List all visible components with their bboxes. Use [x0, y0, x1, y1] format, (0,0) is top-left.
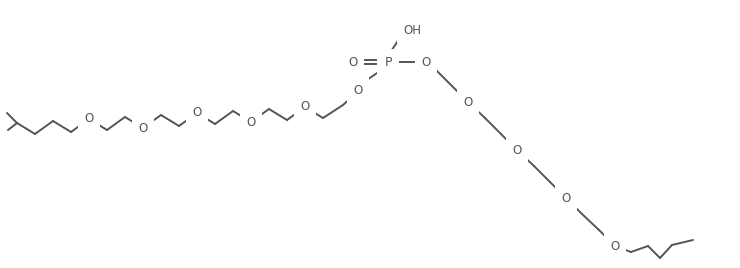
Text: O: O [562, 192, 571, 204]
Text: O: O [84, 113, 94, 125]
Text: O: O [192, 106, 201, 120]
Text: O: O [512, 143, 522, 157]
Text: OH: OH [403, 24, 421, 36]
Text: O: O [354, 84, 363, 96]
Text: O: O [349, 55, 358, 69]
Text: O: O [421, 55, 430, 69]
Text: O: O [610, 240, 619, 252]
Text: O: O [463, 95, 473, 109]
Text: O: O [246, 116, 255, 128]
Text: P: P [384, 55, 391, 69]
Text: O: O [138, 121, 147, 135]
Text: O: O [300, 100, 309, 114]
